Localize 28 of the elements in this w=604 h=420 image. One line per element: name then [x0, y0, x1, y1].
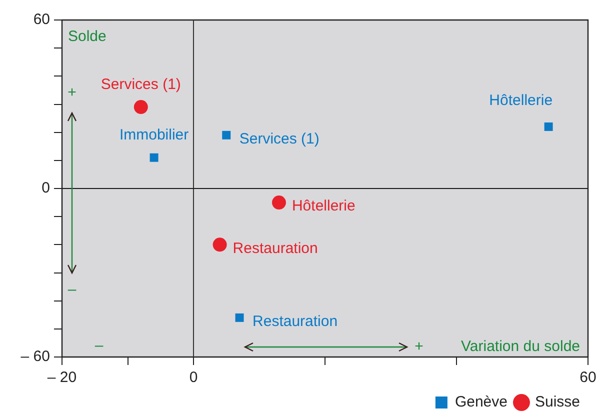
annotation: Services (1) [100, 76, 181, 94]
point [235, 313, 244, 322]
legend-label: Genève [454, 394, 508, 411]
y-tick-label: 60 [33, 11, 50, 28]
annotation: + [414, 338, 424, 356]
x-tick-label: 0 [189, 369, 198, 386]
annotation: + [68, 84, 77, 102]
annotation: Restauration [252, 312, 338, 330]
annotation: Services (1) [239, 130, 320, 148]
x-axis-title: Variation du solde [461, 338, 580, 356]
annotation: Immobilier [119, 126, 189, 144]
y-tick-label: – 60 [20, 348, 50, 366]
x-tick-label: 60 [580, 369, 596, 386]
annotation: – [94, 337, 104, 354]
annotation: – [68, 281, 77, 298]
x-tick-label: – 20 [47, 369, 77, 386]
legend-label: Suisse [534, 394, 580, 411]
point [222, 130, 231, 140]
y-axis-title: Solde [68, 28, 106, 46]
annotation: Hôtellerie [489, 92, 553, 109]
point [272, 196, 286, 210]
point [544, 122, 553, 131]
annotation: Restauration [232, 240, 318, 257]
point [212, 238, 227, 252]
y-tick-label: 0 [42, 180, 50, 197]
annotation: Hôtellerie [292, 198, 356, 215]
point [150, 153, 158, 162]
point [134, 100, 148, 114]
